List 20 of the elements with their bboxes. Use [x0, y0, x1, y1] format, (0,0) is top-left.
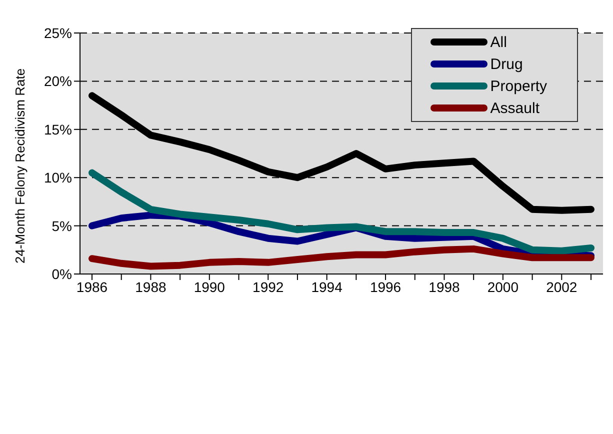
x-tick-label: 2002 — [546, 278, 578, 295]
x-tick-label: 1986 — [76, 278, 108, 295]
x-tick-label: 1988 — [135, 278, 166, 295]
y-tick-label: 15% — [44, 121, 72, 138]
legend-label: All — [490, 34, 507, 50]
y-tick-label: 20% — [44, 73, 72, 90]
legend-label: Property — [490, 78, 547, 94]
x-tick-label: 1990 — [194, 278, 226, 295]
legend-label: Assault — [490, 100, 540, 116]
x-tick-label: 1998 — [428, 278, 460, 295]
x-tick-label: 2000 — [487, 278, 519, 295]
y-tick-label: 5% — [52, 218, 72, 234]
x-tick-label: 1994 — [311, 278, 343, 295]
y-tick-label: 10% — [44, 170, 72, 186]
x-tick-label: 1992 — [252, 278, 284, 295]
y-tick-label: 25% — [44, 24, 72, 41]
legend-label: Drug — [490, 56, 523, 72]
y-axis-title: 24-Month Felony Recidivism Rate — [12, 68, 28, 264]
y-tick-label: 0% — [52, 266, 72, 282]
x-tick-label: 1996 — [370, 278, 402, 295]
